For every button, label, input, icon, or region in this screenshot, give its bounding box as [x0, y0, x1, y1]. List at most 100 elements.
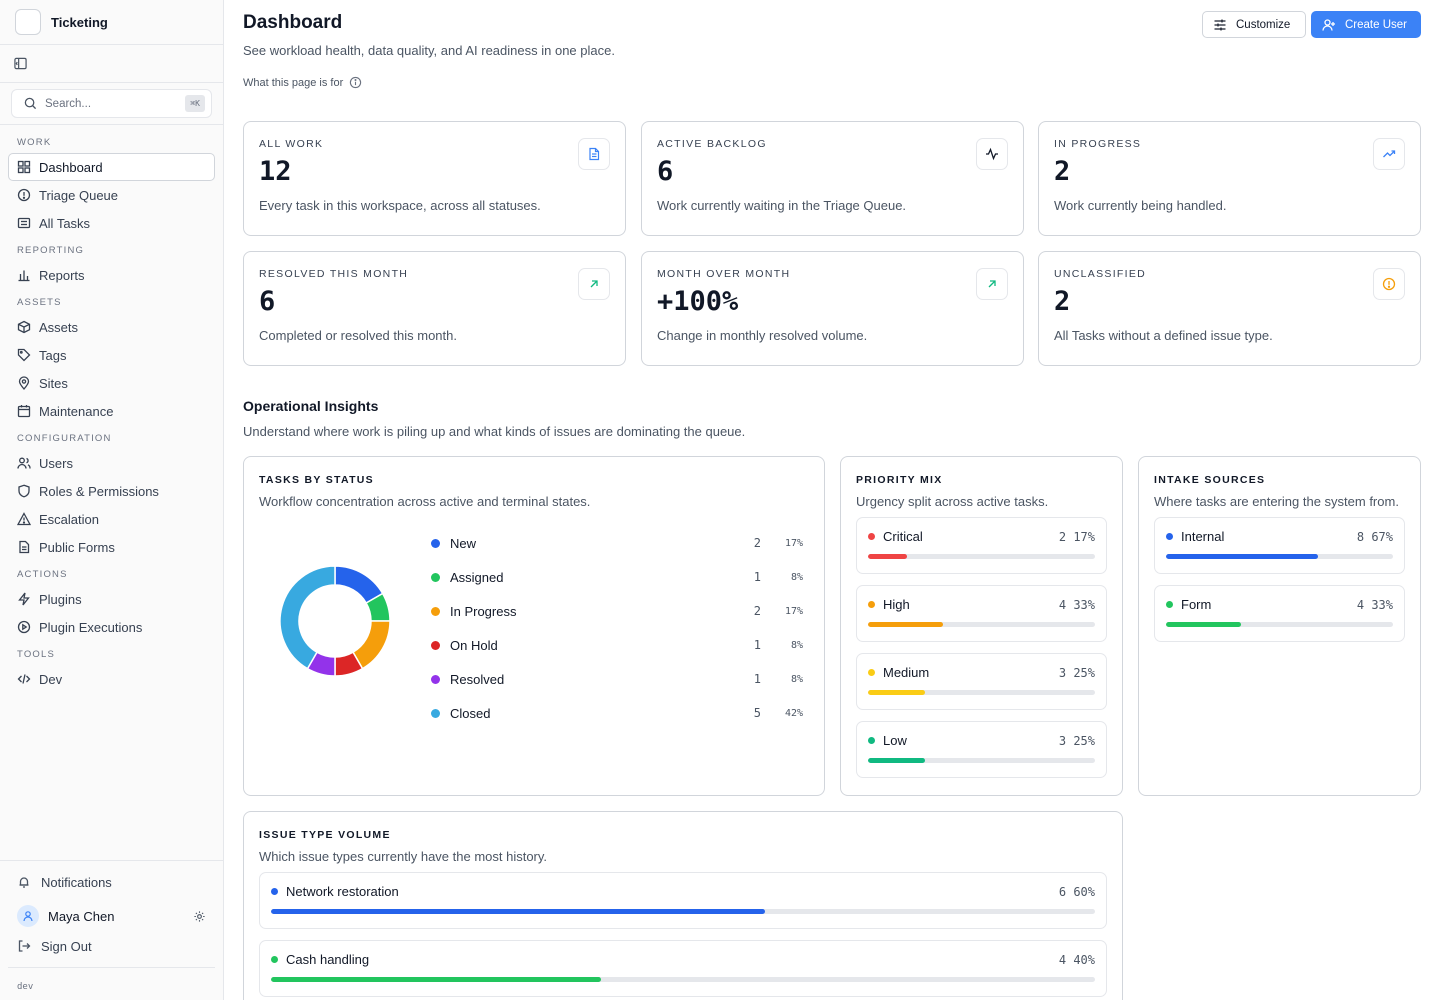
priority-percent: 25%: [1073, 733, 1095, 748]
status-percent: 8%: [790, 571, 803, 583]
sidebar-item-maintenance[interactable]: Maintenance: [8, 397, 215, 425]
search-box[interactable]: ⌘K: [11, 89, 212, 118]
issue-type-percent: 60%: [1073, 884, 1095, 899]
status-color-dot: [431, 538, 440, 548]
sidebar-item-tags[interactable]: Tags: [8, 341, 215, 369]
sidebar-item-reports[interactable]: Reports: [8, 261, 215, 289]
priority-card-high[interactable]: High 4 33%: [856, 585, 1107, 642]
issue-type-color-dot: [271, 888, 278, 895]
priority-label: Medium: [883, 665, 930, 680]
issue-type-count: 4: [1058, 952, 1067, 967]
status-legend-item[interactable]: Resolved 1 8%: [431, 662, 803, 696]
sidebar-toggle-icon[interactable]: [14, 57, 27, 70]
nav-section-label: REPORTING: [17, 245, 85, 256]
kpi-label: MONTH OVER MONTH: [657, 268, 791, 280]
sidebar-item-roles-and-permissions[interactable]: Roles & Permissions: [8, 477, 215, 505]
issue-type-volume-panel: ISSUE TYPE VOLUME Which issue types curr…: [243, 811, 1123, 1000]
play-circle-icon: [17, 620, 31, 634]
status-label: On Hold: [450, 637, 498, 653]
sidebar-item-all-tasks[interactable]: All Tasks: [8, 209, 215, 237]
sidebar-item-label: Plugin Executions: [39, 619, 143, 635]
sidebar-item-sites[interactable]: Sites: [8, 369, 215, 397]
status-percent: 42%: [784, 707, 803, 719]
dashboard-icon: [17, 160, 31, 174]
intake-label: Internal: [1181, 529, 1225, 544]
status-percent: 17%: [784, 537, 803, 549]
kpi-value: 2: [1054, 286, 1071, 317]
user-row[interactable]: Maya Chen: [8, 901, 215, 931]
issue-type-card-cash-handling[interactable]: Cash handling 4 40%: [259, 940, 1107, 997]
sidebar-item-plugins[interactable]: Plugins: [8, 585, 215, 613]
status-count: 1: [753, 570, 761, 584]
kpi-description: Every task in this workspace, across all…: [259, 198, 541, 213]
status-legend-item[interactable]: On Hold 1 8%: [431, 628, 803, 662]
sidebar-item-public-forms[interactable]: Public Forms: [8, 533, 215, 561]
create-user-button[interactable]: Create User: [1311, 11, 1421, 38]
shield-icon: [17, 484, 31, 498]
status-label: Assigned: [450, 569, 504, 585]
donut-slice-closed[interactable]: [279, 565, 336, 670]
panel-title: TASKS BY STATUS: [259, 474, 374, 486]
priority-color-dot: [868, 669, 875, 676]
sign-out-label: Sign Out: [41, 938, 92, 954]
sidebar-nav: WORK Dashboard Triage Queue All Tasks REPORT…: [0, 125, 223, 693]
issue-list: Network restoration 6 60% Cash handling 4 4…: [259, 872, 1107, 997]
notifications-link[interactable]: Notifications: [8, 867, 215, 897]
footer-divider: [8, 967, 215, 968]
priority-header: Medium 3 25%: [868, 665, 1095, 680]
intake-spacer: [1364, 530, 1371, 544]
status-color-dot: [431, 640, 440, 650]
status-legend-item[interactable]: Assigned 1 8%: [431, 560, 803, 594]
priority-header: High 4 33%: [868, 597, 1095, 612]
intake-label: Form: [1181, 597, 1212, 612]
priority-card-low[interactable]: Low 3 25%: [856, 721, 1107, 778]
status-legend-item[interactable]: New 2 17%: [431, 526, 803, 560]
app-name: Ticketing: [51, 14, 108, 30]
customize-button[interactable]: Customize: [1202, 11, 1306, 38]
sidebar-item-label: Escalation: [39, 511, 99, 527]
search-shortcut: ⌘K: [185, 95, 205, 112]
issue-type-percent: 40%: [1073, 952, 1095, 967]
intake-card-internal[interactable]: Internal 8 67%: [1154, 517, 1405, 574]
sidebar-item-dashboard[interactable]: Dashboard: [8, 153, 215, 181]
sidebar-item-dev[interactable]: Dev: [8, 665, 215, 693]
priority-card-medium[interactable]: Medium 3 25%: [856, 653, 1107, 710]
status-count: 2: [753, 536, 761, 550]
sidebar-item-label: Assets: [39, 319, 79, 335]
issue-type-label: Network restoration: [286, 884, 399, 899]
donut-svg: [279, 565, 391, 677]
priority-progress-fill: [868, 554, 907, 559]
bar-chart-icon: [17, 268, 31, 282]
panel-subtitle: Which issue types currently have the mos…: [259, 849, 548, 864]
tasks-icon: [17, 216, 31, 230]
status-legend-item[interactable]: Closed 5 42%: [431, 696, 803, 730]
intake-card-form[interactable]: Form 4 33%: [1154, 585, 1405, 642]
status-legend-item[interactable]: In Progress 2 17%: [431, 594, 803, 628]
sidebar-item-assets[interactable]: Assets: [8, 313, 215, 341]
sidebar-item-label: Maintenance: [39, 403, 114, 419]
issue-type-card-network-restoration[interactable]: Network restoration 6 60%: [259, 872, 1107, 929]
status-percent: 8%: [790, 639, 803, 651]
priority-card-critical[interactable]: Critical 2 17%: [856, 517, 1107, 574]
arrow-up-right-icon: [578, 268, 610, 300]
intake-sources-panel: INTAKE SOURCES Where tasks are entering …: [1138, 456, 1421, 796]
settings-gear-icon[interactable]: [193, 910, 206, 923]
sidebar-item-users[interactable]: Users: [8, 449, 215, 477]
sign-out-link[interactable]: Sign Out: [8, 931, 215, 961]
status-color-dot: [431, 606, 440, 616]
sidebar-item-escalation[interactable]: Escalation: [8, 505, 215, 533]
issue-type-label: Cash handling: [286, 952, 370, 967]
tasks-by-status-panel: TASKS BY STATUS Workflow concentration a…: [243, 456, 825, 796]
brand[interactable]: Ticketing: [0, 0, 223, 45]
sidebar-item-triage-queue[interactable]: Triage Queue: [8, 181, 215, 209]
issue-type-progress-track: [271, 909, 1095, 914]
search-input[interactable]: [45, 97, 186, 110]
priority-count: 3: [1058, 733, 1067, 748]
kpi-value: 6: [657, 156, 674, 187]
kpi-card-resolved-this-month: RESOLVED THIS MONTH 6 Completed or resolve…: [243, 251, 626, 366]
sidebar-item-label: Plugins: [39, 591, 82, 607]
priority-color-dot: [868, 737, 875, 744]
page-help[interactable]: What this page is for: [243, 76, 362, 89]
user-plus-icon: [1322, 18, 1336, 32]
sidebar-item-plugin-executions[interactable]: Plugin Executions: [8, 613, 215, 641]
